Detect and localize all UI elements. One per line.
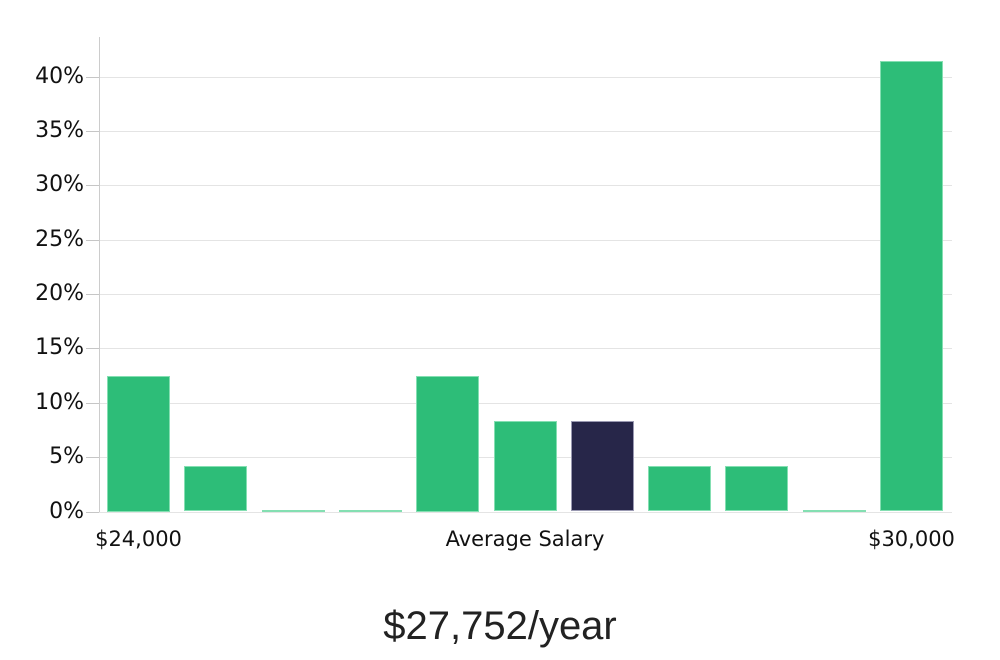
salary-bar[interactable]	[725, 465, 789, 512]
y-axis-tick-label: 35%	[35, 117, 84, 143]
y-axis-tick-label: 0%	[49, 498, 84, 524]
salary-bar[interactable]	[261, 509, 325, 512]
y-axis-tick-label: 15%	[35, 335, 84, 361]
x-axis-tick-label: $30,000	[868, 527, 955, 551]
y-axis-tick-label: 10%	[35, 389, 84, 415]
y-axis-tick-label: 25%	[35, 226, 84, 252]
y-axis-tick-label: 20%	[35, 281, 84, 306]
gridline	[86, 511, 952, 513]
gridline	[86, 402, 952, 404]
y-axis-tick	[86, 348, 99, 350]
salary-bar[interactable]	[416, 375, 480, 512]
y-axis-tick-label: 5%	[49, 444, 84, 470]
gridline	[86, 185, 952, 187]
average-salary-highlight-bar[interactable]	[570, 421, 634, 512]
x-axis-tick-label: Average Salary	[445, 527, 605, 551]
gridline	[86, 130, 952, 132]
salary-bar[interactable]	[184, 465, 248, 512]
gridline	[86, 239, 952, 241]
salary-bar[interactable]	[802, 509, 866, 512]
gridline	[86, 76, 952, 78]
salary-bar[interactable]	[648, 465, 712, 512]
y-axis-tick-label: 30%	[35, 172, 84, 198]
y-axis-tick	[86, 511, 99, 513]
salary-bar[interactable]	[880, 61, 943, 512]
gridline	[86, 348, 952, 350]
y-axis-line	[99, 37, 100, 512]
y-axis-tick	[86, 239, 99, 241]
x-axis-tick-label: $24,000	[95, 527, 182, 551]
gridline	[86, 294, 952, 295]
salary-bar[interactable]	[338, 509, 402, 512]
salary-bar[interactable]	[493, 421, 557, 512]
y-axis-tick	[86, 185, 99, 187]
y-axis-tick	[86, 76, 99, 78]
chart-title: $27,752/year	[383, 604, 617, 648]
salary-bar[interactable]	[107, 375, 170, 512]
y-axis-tick-label: 40%	[35, 63, 84, 89]
y-axis-tick	[86, 294, 99, 295]
y-axis-tick	[86, 130, 99, 132]
y-axis-tick	[86, 457, 99, 459]
y-axis-tick	[86, 402, 99, 404]
